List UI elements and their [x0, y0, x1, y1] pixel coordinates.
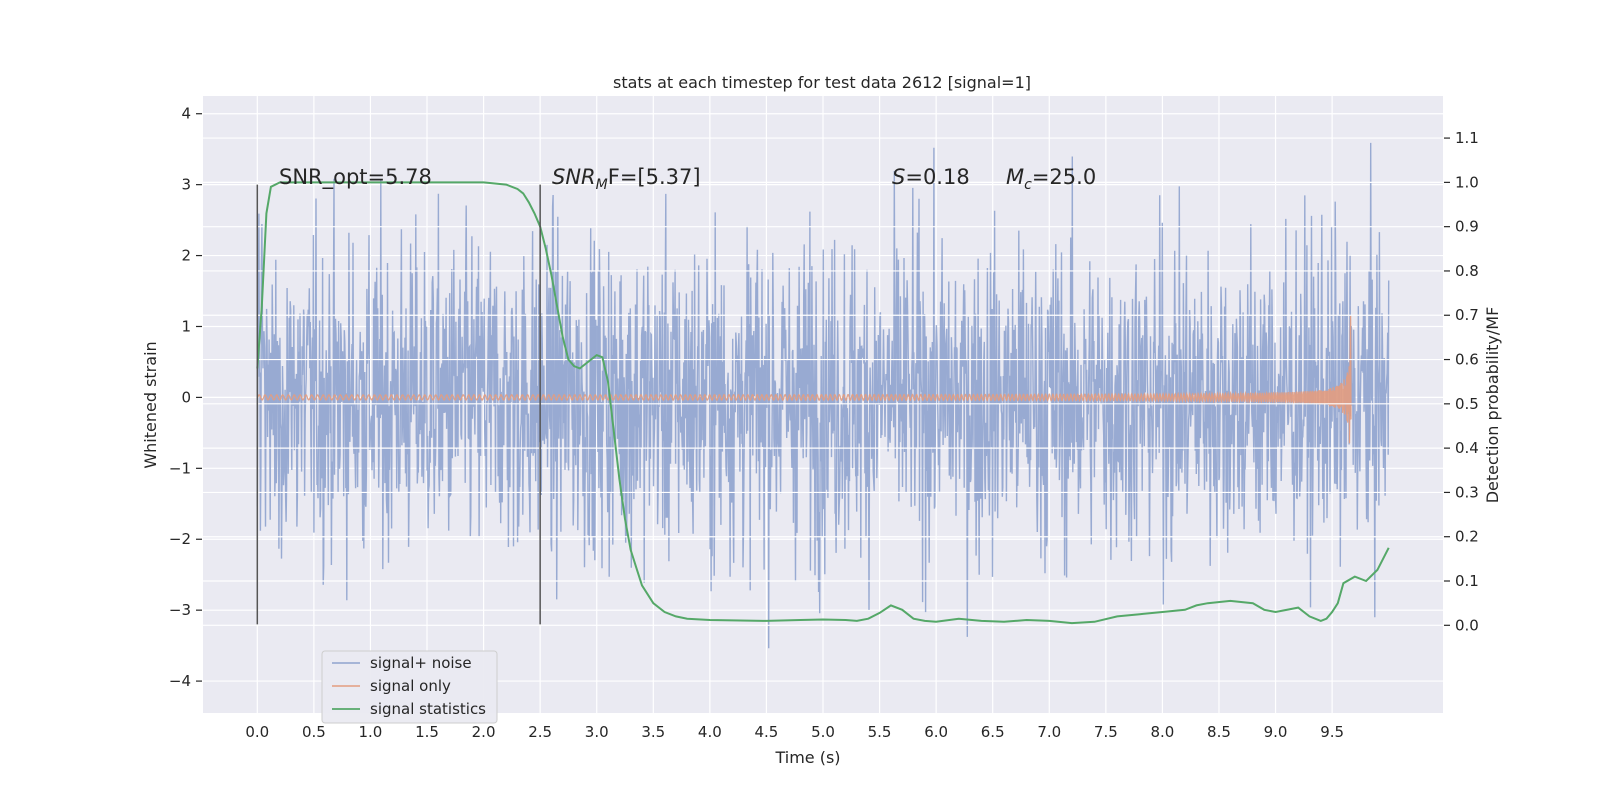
x-tick-label: 5.0	[811, 723, 835, 741]
noise-trace	[256, 142, 1390, 649]
annotation-snr-mf-sub: M	[596, 177, 608, 193]
series-signal-statistics	[256, 181, 1390, 625]
y2-tick-label: 1.0	[1455, 173, 1479, 191]
x-tick-label: 9.0	[1264, 723, 1288, 741]
y-tick-label: −1	[169, 459, 191, 477]
x-tick-label: 6.5	[981, 723, 1005, 741]
x-tick-label: 2.0	[472, 723, 496, 741]
x-tick-label: 1.5	[415, 723, 439, 741]
x-tick-label: 5.5	[868, 723, 892, 741]
y2-tick-label: 0.7	[1455, 306, 1479, 324]
y-tick-label: −2	[169, 530, 191, 548]
y2-tick-label: 0.4	[1455, 439, 1479, 457]
x-tick-label: 7.0	[1037, 723, 1061, 741]
x-tick-label: 4.5	[755, 723, 779, 741]
y2-tick-label: 0.0	[1455, 616, 1479, 634]
x-tick-label: 1.0	[359, 723, 383, 741]
chart-title: stats at each timestep for test data 261…	[613, 73, 1031, 92]
x-tick-label: 6.0	[924, 723, 948, 741]
legend-label-signal-only: signal only	[370, 677, 451, 695]
x-axis-ticks: 0.0 0.5 1.0 1.5 2.0 2.5 3.0 3.5 4.0 4.5 5.0 5.5 6.0 6…	[245, 723, 1344, 741]
x-tick-label: 7.5	[1094, 723, 1118, 741]
y2-axis-ticks: 0.0 0.1 0.2 0.3 0.4 0.5 0.6 0.7 0.8 0.9 1.0 1.1	[1444, 129, 1479, 634]
y2-tick-label: 0.5	[1455, 395, 1479, 413]
annotation-mc-label: M	[1006, 165, 1024, 189]
legend-box	[321, 650, 498, 724]
x-axis-label: Time (s)	[774, 748, 840, 767]
series-signal-plus-noise	[256, 142, 1390, 649]
vertical-markers	[256, 184, 541, 625]
y-tick-label: −4	[169, 672, 191, 690]
y2-tick-label: 1.1	[1455, 129, 1479, 147]
series-signal-only	[256, 315, 1352, 444]
annotation-s-label: S	[892, 165, 905, 189]
x-tick-label: 3.0	[585, 723, 609, 741]
annotation-snr-mf-rest: F=[5.37]	[608, 165, 701, 189]
y2-tick-label: 0.2	[1455, 528, 1479, 546]
annotation-s: S=0.18	[892, 165, 970, 189]
y2-axis-label: Detection probability/MF	[1483, 307, 1502, 504]
legend-label-signal-plus-noise: signal+ noise	[370, 654, 472, 672]
y-tick-label: 1	[181, 317, 191, 335]
y2-tick-label: 0.8	[1455, 262, 1479, 280]
y2-tick-label: 0.3	[1455, 483, 1479, 501]
x-tick-label: 2.5	[528, 723, 552, 741]
signal-trace	[256, 315, 1352, 444]
y2-tick-label: 0.6	[1455, 351, 1479, 369]
annotation-mc: Mc=25.0	[1006, 165, 1096, 193]
y2-tick-label: 0.1	[1455, 572, 1479, 590]
x-tick-label: 8.0	[1150, 723, 1174, 741]
annotation-mc-sub: c	[1024, 177, 1032, 193]
annotation-mc-rest: =25.0	[1032, 165, 1096, 189]
y-axis-ticks: −4 −3 −2 −1 0 1 2 3 4	[169, 105, 202, 690]
y-tick-label: 2	[181, 247, 191, 265]
y-tick-label: 3	[181, 176, 191, 194]
x-tick-label: 0.0	[245, 723, 269, 741]
legend: signal+ noise signal only signal statist…	[321, 650, 498, 724]
x-tick-label: 8.5	[1207, 723, 1231, 741]
annotation-s-rest: =0.18	[905, 165, 969, 189]
annotation-snr-mf: SNRMF=[5.37]	[552, 165, 701, 193]
x-tick-label: 0.5	[302, 723, 326, 741]
y2-tick-label: 0.9	[1455, 218, 1479, 236]
x-tick-label: 3.5	[641, 723, 665, 741]
annotation-snr-mf-label: SNR	[552, 165, 596, 189]
annotation-snr-opt: SNR_opt=5.78	[279, 165, 432, 190]
x-tick-label: 9.5	[1320, 723, 1344, 741]
secondary-grid-lines	[203, 137, 1443, 626]
y-tick-label: 4	[181, 105, 191, 123]
statistics-line	[256, 181, 1390, 625]
x-tick-label: 4.0	[698, 723, 722, 741]
legend-label-signal-statistics: signal statistics	[370, 700, 486, 718]
y-axis-label: Whitened strain	[141, 341, 160, 468]
y-tick-label: −3	[169, 601, 191, 619]
y-tick-label: 0	[181, 388, 191, 406]
